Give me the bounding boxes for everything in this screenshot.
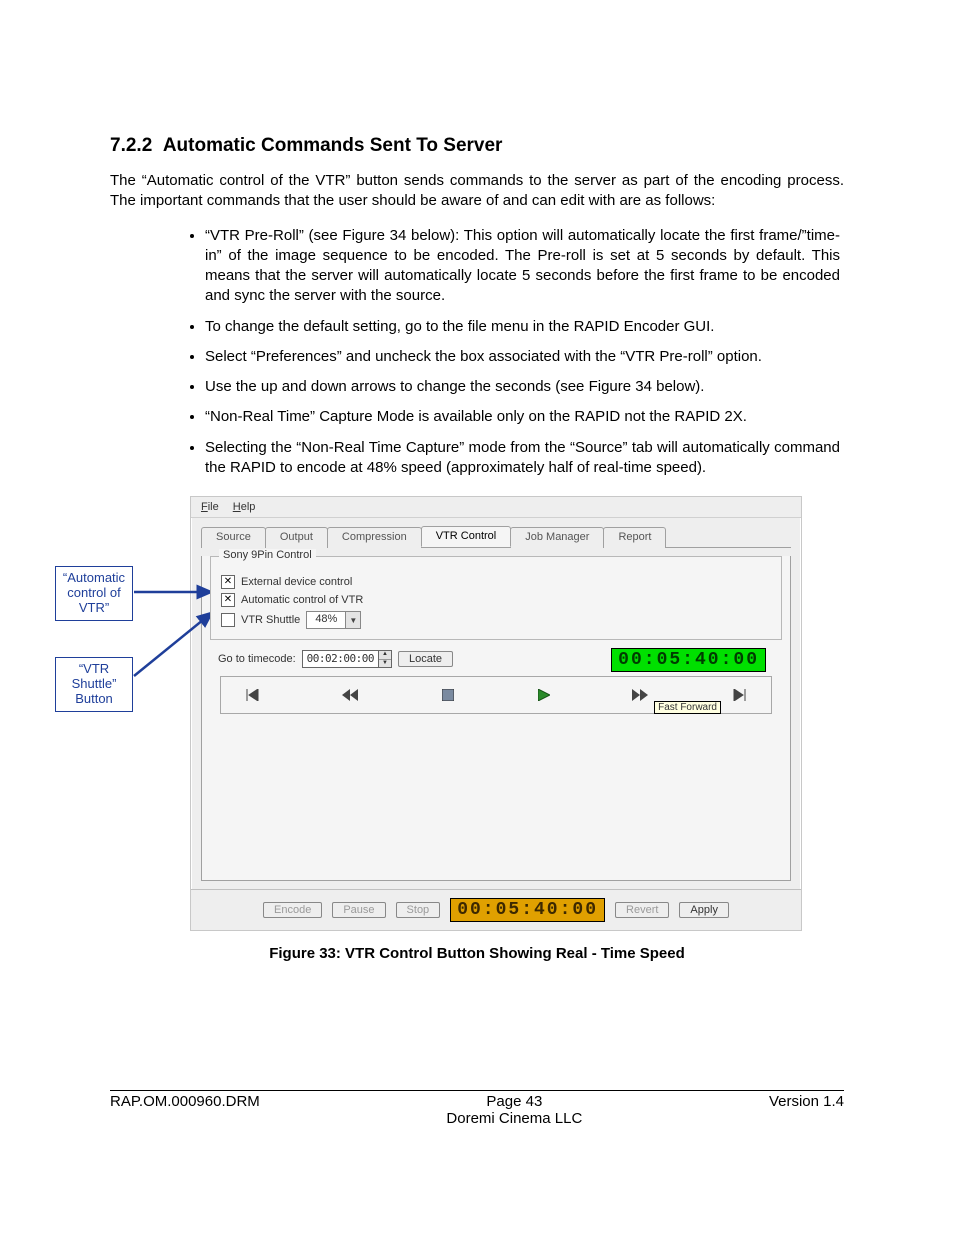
spin-down-icon[interactable]: ▼ [379, 660, 391, 668]
timecode-spinner[interactable]: 00:02:00:00 ▲ ▼ [302, 650, 392, 668]
list-item: Use the up and down arrows to change the… [205, 377, 844, 397]
tooltip-fast-forward: Fast Forward [654, 701, 721, 714]
spinner-buttons[interactable]: ▲ ▼ [378, 651, 391, 667]
heading-number: 7.2.2 [110, 135, 152, 156]
figure-33: “Automatic control of VTR” “VTR Shuttle”… [110, 496, 844, 962]
goto-label: Go to timecode: [218, 653, 296, 665]
intro-paragraph: The “Automatic control of the VTR” butto… [110, 171, 844, 212]
encode-button[interactable]: Encode [263, 902, 322, 918]
checkbox-external-device[interactable]: ✕ [221, 575, 235, 589]
tab-source[interactable]: Source [201, 527, 266, 548]
heading-title: Automatic Commands Sent To Server [163, 135, 503, 156]
sony-9pin-group: Sony 9Pin Control ✕ External device cont… [210, 556, 782, 640]
play-icon[interactable] [531, 686, 557, 704]
footer-rule [110, 1090, 844, 1091]
menu-file[interactable]: File [201, 501, 219, 513]
locate-button[interactable]: Locate [398, 651, 453, 667]
timecode-value: 00:02:00:00 [303, 651, 378, 667]
list-item: Select “Preferences” and uncheck the box… [205, 347, 844, 367]
skip-forward-icon[interactable] [725, 686, 751, 704]
shuttle-speed-dropdown[interactable]: 48% ▼ [306, 611, 361, 629]
list-item: “Non-Real Time” Capture Mode is availabl… [205, 407, 844, 427]
footer-version: Version 1.4 [769, 1093, 844, 1127]
checkbox-auto-vtr[interactable]: ✕ [221, 593, 235, 607]
tab-output[interactable]: Output [265, 527, 328, 548]
callout-stack: “Automatic control of VTR” “VTR Shuttle”… [55, 566, 133, 712]
section-heading: 7.2.2 Automatic Commands Sent To Server [110, 135, 844, 157]
figure-caption: Figure 33: VTR Control Button Showing Re… [110, 945, 844, 962]
page-footer: RAP.OM.000960.DRM Page 43 Doremi Cinema … [110, 1090, 844, 1127]
callout-auto-vtr: “Automatic control of VTR” [55, 566, 133, 621]
spin-up-icon[interactable]: ▲ [379, 651, 391, 660]
timecode-display-main: 00:05:40:00 [611, 648, 766, 672]
app-window: File Help Source Output Compression VTR … [190, 496, 802, 931]
rewind-icon[interactable] [338, 686, 364, 704]
tab-compression[interactable]: Compression [327, 527, 422, 548]
revert-button[interactable]: Revert [615, 902, 669, 918]
tab-vtr-control[interactable]: VTR Control [421, 526, 512, 547]
label-vtr-shuttle: VTR Shuttle [241, 614, 300, 626]
label-auto-vtr: Automatic control of VTR [241, 594, 363, 606]
fast-forward-icon[interactable] [628, 686, 654, 704]
group-legend: Sony 9Pin Control [219, 549, 316, 561]
tab-job-manager[interactable]: Job Manager [510, 527, 604, 548]
panel-empty-area [202, 722, 790, 872]
footer-center: Page 43 Doremi Cinema LLC [260, 1093, 769, 1127]
bullet-list: “VTR Pre-Roll” (see Figure 34 below): Th… [110, 226, 844, 479]
stop-icon[interactable] [435, 686, 461, 704]
transport-bar: Fast Forward [220, 676, 772, 714]
shuttle-speed-value: 48% [307, 612, 345, 628]
checkbox-vtr-shuttle[interactable] [221, 613, 235, 627]
list-item: To change the default setting, go to the… [205, 317, 844, 337]
timecode-display-bottom: 00:05:40:00 [450, 898, 605, 922]
callout-vtr-shuttle: “VTR Shuttle” Button [55, 657, 133, 712]
footer-doc-id: RAP.OM.000960.DRM [110, 1093, 260, 1127]
vtr-panel: Sony 9Pin Control ✕ External device cont… [201, 556, 791, 881]
tab-report[interactable]: Report [603, 527, 666, 548]
bottom-bar: Encode Pause Stop 00:05:40:00 Revert App… [191, 889, 801, 930]
menu-help[interactable]: Help [233, 501, 256, 513]
label-external-device: External device control [241, 576, 352, 588]
stop-button[interactable]: Stop [396, 902, 441, 918]
skip-back-icon[interactable] [241, 686, 267, 704]
pause-button[interactable]: Pause [332, 902, 385, 918]
list-item: Selecting the “Non-Real Time Capture” mo… [205, 438, 844, 479]
chevron-down-icon: ▼ [345, 612, 360, 628]
list-item: “VTR Pre-Roll” (see Figure 34 below): Th… [205, 226, 844, 307]
apply-button[interactable]: Apply [679, 902, 729, 918]
menubar: File Help [191, 497, 801, 518]
tab-strip: Source Output Compression VTR Control Jo… [201, 526, 791, 548]
